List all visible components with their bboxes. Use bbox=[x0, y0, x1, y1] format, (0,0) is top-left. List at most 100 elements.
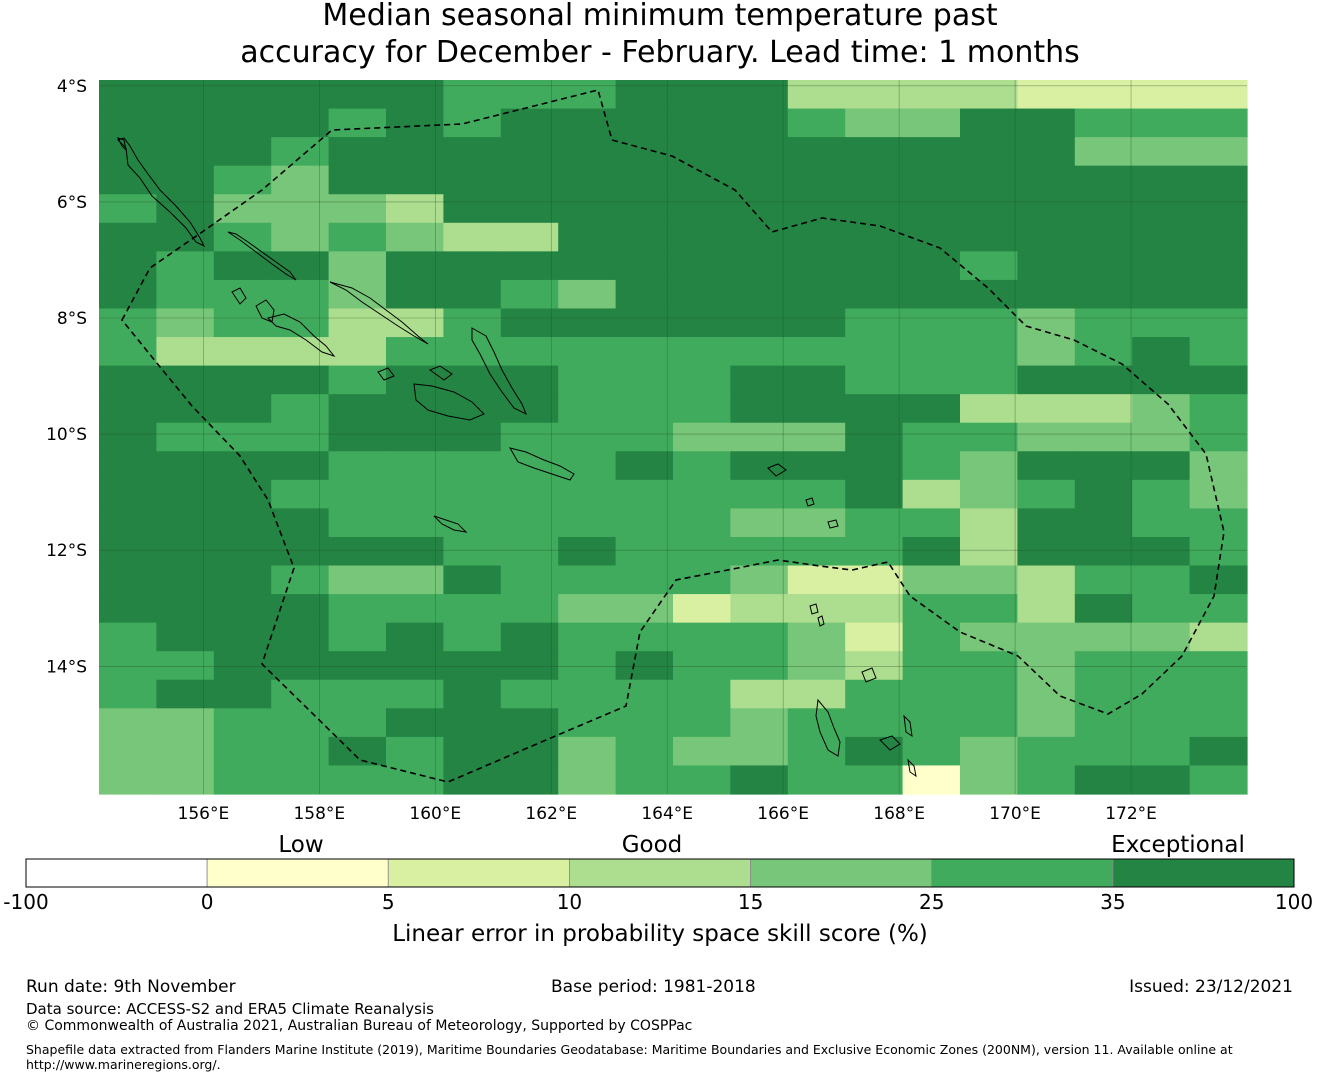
grid-cell bbox=[787, 394, 846, 424]
grid-cell bbox=[845, 708, 904, 738]
grid-cell bbox=[615, 308, 674, 338]
grid-cell bbox=[271, 308, 330, 338]
grid-cell bbox=[960, 651, 1018, 681]
grid-cell bbox=[615, 165, 674, 195]
grid-cell bbox=[615, 194, 674, 224]
grid-cell bbox=[1017, 508, 1076, 538]
grid-cell bbox=[845, 594, 904, 624]
grid-cell bbox=[787, 308, 846, 338]
grid-cell bbox=[1017, 708, 1076, 738]
grid-cell bbox=[213, 736, 272, 767]
grid-cell bbox=[443, 451, 502, 481]
grid-cell bbox=[902, 337, 961, 367]
grid-cell bbox=[845, 422, 904, 452]
grid-cell bbox=[787, 651, 846, 681]
grid-cell bbox=[845, 279, 904, 310]
grid-cell bbox=[99, 251, 157, 281]
grid-cell bbox=[558, 508, 617, 538]
grid-cell bbox=[787, 479, 846, 509]
grid-cell bbox=[156, 108, 215, 138]
grid-cell bbox=[386, 651, 444, 681]
grid-cell bbox=[1132, 279, 1191, 310]
colorbar-tick-label: 10 bbox=[557, 890, 582, 914]
grid-cell bbox=[1189, 337, 1248, 367]
grid-cell bbox=[328, 565, 387, 595]
grid-cell bbox=[99, 80, 157, 110]
grid-cell bbox=[902, 594, 961, 624]
grid-cell bbox=[673, 80, 731, 110]
run-date: Run date: 9th November bbox=[26, 977, 236, 997]
grid-cell bbox=[156, 565, 215, 595]
grid-cell bbox=[99, 308, 157, 338]
skill-score-grid bbox=[99, 80, 1248, 795]
grid-cell bbox=[1017, 736, 1076, 767]
grid-cell bbox=[156, 594, 215, 624]
grid-cell bbox=[673, 508, 731, 538]
grid-cell bbox=[845, 565, 904, 595]
grid-cell bbox=[328, 422, 387, 452]
grid-cell bbox=[500, 137, 559, 167]
grid-cell bbox=[1189, 679, 1248, 709]
grid-cell bbox=[271, 365, 330, 395]
grid-cell bbox=[386, 108, 444, 138]
grid-cell bbox=[1132, 479, 1191, 509]
island-new-georgia bbox=[255, 299, 275, 323]
grid-cell bbox=[787, 108, 846, 138]
grid-cell bbox=[558, 765, 617, 795]
grid-cell bbox=[386, 137, 444, 167]
grid-cell bbox=[1132, 651, 1191, 681]
grid-cell bbox=[845, 451, 904, 481]
grid-cell bbox=[1189, 651, 1248, 681]
grid-cell bbox=[615, 251, 674, 281]
grid-cell bbox=[213, 708, 272, 738]
grid-cell bbox=[787, 365, 846, 395]
grid-cell bbox=[386, 337, 444, 367]
grid-cell bbox=[213, 422, 272, 452]
colorbar-category-exceptional: Exceptional bbox=[1111, 832, 1245, 858]
island-espiritu-santo bbox=[815, 698, 841, 757]
grid-cell bbox=[902, 622, 961, 652]
grid-cell bbox=[156, 451, 215, 481]
grid-cell bbox=[1189, 479, 1248, 509]
grid-cell bbox=[730, 765, 789, 795]
grid-cell bbox=[558, 651, 617, 681]
grid-cell bbox=[99, 422, 157, 452]
grid-cell bbox=[615, 222, 674, 252]
colorbar-bin bbox=[1112, 858, 1295, 888]
grid-cell bbox=[99, 622, 157, 652]
colorbar-bin bbox=[206, 858, 389, 888]
grid-cell bbox=[328, 508, 387, 538]
grid-cell bbox=[558, 594, 617, 624]
island-choiseul bbox=[227, 231, 297, 281]
grid-cell bbox=[787, 337, 846, 367]
colorbar-tick-label: 100 bbox=[1275, 890, 1313, 914]
grid-cell bbox=[787, 765, 846, 795]
grid-cell bbox=[1132, 108, 1191, 138]
grid-cell bbox=[213, 165, 272, 195]
grid-cell bbox=[1189, 137, 1248, 167]
grid-cell bbox=[1132, 679, 1191, 709]
grid-cell bbox=[1074, 451, 1133, 481]
grid-cell bbox=[386, 508, 444, 538]
grid-cell bbox=[902, 451, 961, 481]
grid-cell bbox=[443, 337, 502, 367]
island-rennell bbox=[433, 515, 468, 533]
grid-cell bbox=[1074, 279, 1133, 310]
colorbar-tick-label: -100 bbox=[3, 890, 48, 914]
island-malekula bbox=[879, 735, 901, 751]
grid-cell bbox=[386, 279, 444, 310]
grid-cell bbox=[1017, 651, 1076, 681]
grid-cell bbox=[787, 165, 846, 195]
graticule bbox=[99, 80, 1247, 794]
grid-cell bbox=[1074, 337, 1133, 367]
grid-cell bbox=[787, 622, 846, 652]
grid-cell bbox=[673, 679, 731, 709]
grid-cell bbox=[730, 137, 789, 167]
grid-cell bbox=[673, 765, 731, 795]
grid-cell bbox=[902, 394, 961, 424]
grid-cell bbox=[1189, 251, 1248, 281]
grid-cell bbox=[730, 194, 789, 224]
grid-cell bbox=[328, 251, 387, 281]
grid-cell bbox=[99, 536, 157, 567]
grid-cell bbox=[960, 137, 1018, 167]
